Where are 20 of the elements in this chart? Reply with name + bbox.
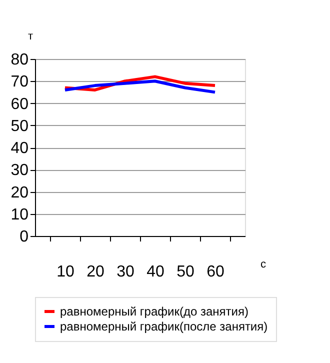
x-tick-label: 40 [146,264,164,280]
y-tick-label: 10 [10,206,29,224]
y-tick-label: 0 [20,228,29,246]
y-tick-label: 20 [10,184,29,202]
legend-label: равномерный график(до занятия) [60,304,248,318]
x-tick-label: 50 [176,264,194,280]
x-tick-label: 30 [116,264,134,280]
legend-label: равномерный график(после занятия) [60,320,268,334]
y-tick-label: 40 [10,140,29,157]
y-tick-label: 70 [10,74,29,91]
x-tick-label: 60 [206,264,224,280]
line-series [64,80,216,94]
y-axis-title: т [28,30,34,42]
y-tick-label: 60 [10,96,29,113]
y-tick-label: 80 [10,52,29,68]
x-tick-label: 20 [86,264,104,280]
y-tick-label: 50 [10,118,29,135]
y-tick-label: 30 [10,162,29,180]
x-axis-title: с [260,258,266,270]
x-tick-label: 10 [56,264,74,280]
